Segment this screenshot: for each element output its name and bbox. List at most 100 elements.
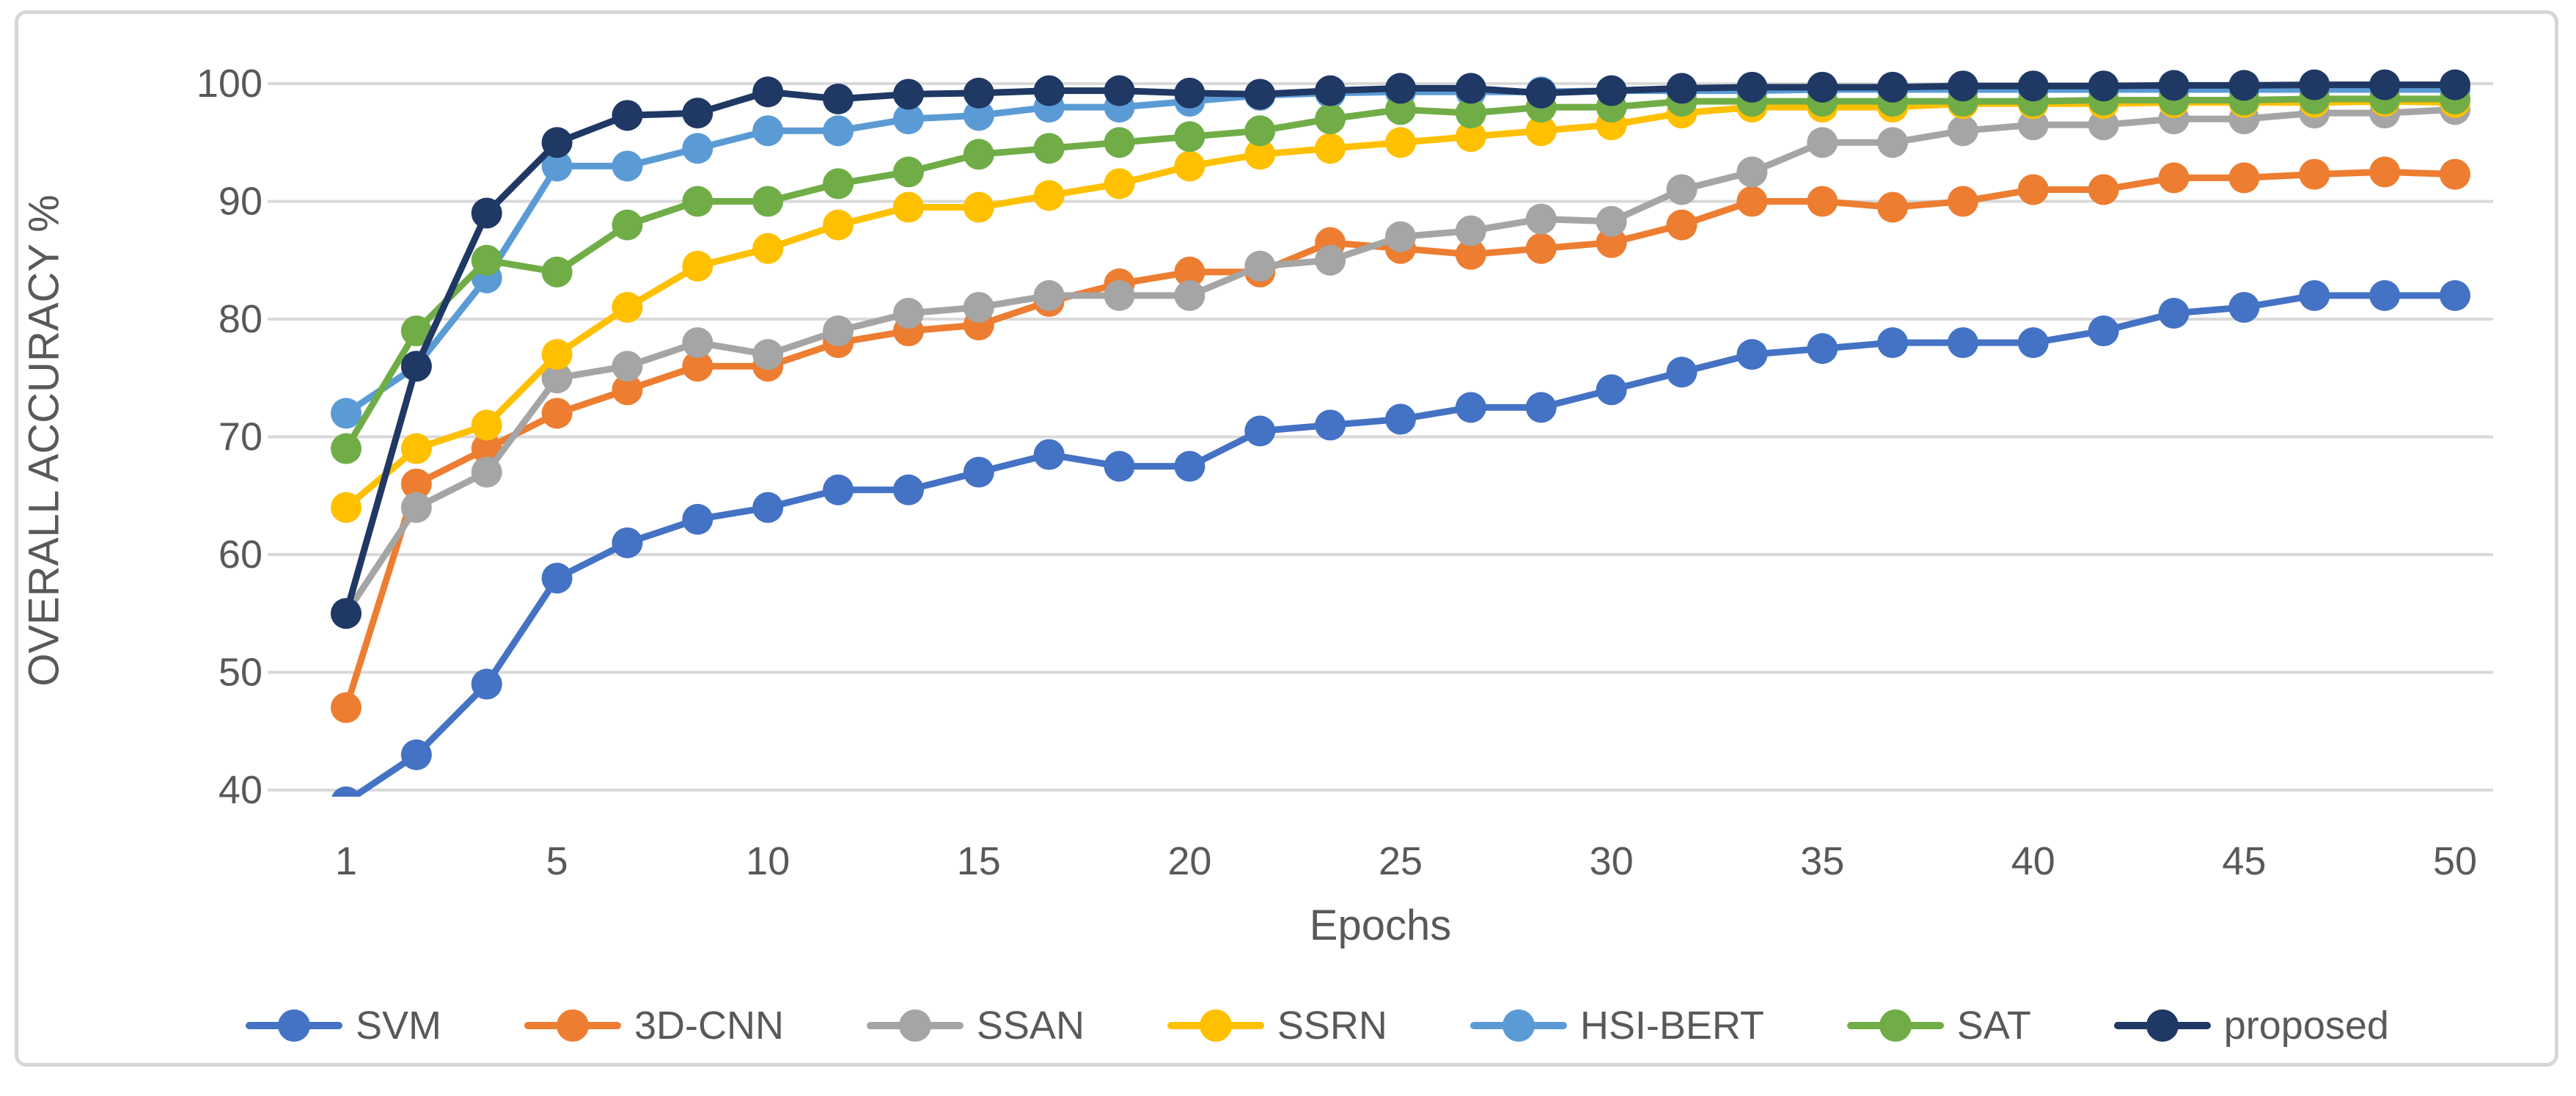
data-point-svm-4 — [612, 527, 643, 558]
data-point-proposed-28 — [2299, 69, 2330, 101]
data-point-ssan-18 — [1596, 205, 1627, 237]
data-point-proposed-15 — [1385, 73, 1416, 104]
data-point-3d-cnn-4 — [612, 374, 643, 406]
data-point-3d-cnn-28 — [2299, 158, 2330, 190]
data-point-proposed-27 — [2228, 70, 2260, 101]
data-point-sat-10 — [1033, 133, 1065, 164]
data-point-sat-0 — [331, 433, 362, 464]
data-point-sat-9 — [963, 139, 994, 170]
data-point-ssrn-9 — [963, 191, 994, 223]
series-line-svm — [348, 292, 2459, 797]
legend-item-ssan: SSAN — [866, 1003, 1085, 1048]
data-point-proposed-5 — [682, 98, 713, 129]
legend-label: SVM — [356, 1004, 442, 1048]
y-tick-label-90: 90 — [219, 180, 263, 224]
data-point-svm-0 — [331, 786, 361, 797]
data-point-proposed-9 — [963, 77, 994, 109]
data-point-svm-12 — [1174, 450, 1206, 482]
x-tick-label-35: 35 — [1800, 839, 1844, 883]
data-point-ssrn-3 — [541, 339, 573, 370]
data-point-svm-10 — [1033, 439, 1065, 470]
legend-marker-icon — [246, 1009, 342, 1042]
data-point-svm-6 — [752, 492, 784, 523]
y-tick-label-100: 100 — [197, 62, 263, 106]
data-point-sat-3 — [541, 256, 573, 288]
data-point-3d-cnn-18 — [1596, 227, 1627, 258]
data-point-proposed-23 — [1947, 70, 1978, 102]
legend-label: SAT — [1956, 1004, 2031, 1048]
x-tick-label-50: 50 — [2433, 839, 2477, 883]
data-point-ssan-8 — [892, 297, 924, 329]
data-point-sat-5 — [682, 186, 713, 217]
x-tick-label-20: 20 — [1167, 839, 1211, 883]
data-point-svm-11 — [1104, 450, 1135, 482]
legend-item-svm: SVM — [246, 1003, 441, 1048]
data-point-ssrn-17 — [1525, 115, 1557, 147]
data-point-ssan-13 — [1244, 250, 1276, 282]
data-point-sat-14 — [1315, 103, 1346, 135]
data-point-ssan-2 — [471, 456, 502, 488]
data-point-3d-cnn-26 — [2158, 162, 2190, 194]
data-point-ssrn-1 — [400, 433, 432, 464]
data-point-3d-cnn-23 — [1947, 186, 1978, 217]
data-point-ssan-19 — [1666, 174, 1698, 205]
data-point-ssan-1 — [400, 492, 432, 523]
data-point-ssrn-16 — [1455, 121, 1486, 153]
data-point-3d-cnn-0 — [331, 692, 362, 723]
legend-item-hsi-bert: HSI-BERT — [1469, 1003, 1764, 1048]
data-point-ssan-4 — [612, 351, 643, 382]
data-point-ssan-9 — [963, 291, 994, 323]
legend-marker-icon — [866, 1009, 964, 1042]
data-point-ssrn-11 — [1104, 168, 1135, 200]
data-point-proposed-29 — [2369, 69, 2401, 101]
data-point-proposed-11 — [1104, 75, 1135, 106]
y-axis-title: OVERALL ACCURACY % — [20, 194, 68, 687]
data-point-svm-28 — [2299, 280, 2330, 311]
data-point-sat-2 — [471, 244, 502, 276]
data-point-svm-17 — [1525, 392, 1557, 423]
data-point-proposed-26 — [2158, 70, 2190, 101]
legend-marker-icon — [1469, 1009, 1567, 1042]
legend-item-ssrn: SSRN — [1167, 1003, 1387, 1048]
x-axis-title: Epochs — [1309, 902, 1452, 949]
data-point-ssrn-15 — [1385, 127, 1416, 158]
data-point-sat-16 — [1455, 98, 1486, 129]
data-point-svm-20 — [1736, 339, 1768, 370]
data-point-svm-24 — [2017, 327, 2049, 359]
legend-marker-icon — [524, 1009, 621, 1042]
legend-item-sat: SAT — [1846, 1003, 2031, 1048]
data-point-proposed-8 — [892, 78, 924, 110]
data-point-3d-cnn-12 — [1174, 256, 1206, 288]
x-tick-label-15: 15 — [957, 839, 1001, 883]
data-point-3d-cnn-22 — [1877, 191, 1909, 223]
legend-item-3d-cnn: 3D-CNN — [524, 1003, 784, 1048]
data-point-hsi-bert-4 — [612, 150, 643, 182]
y-tick-label-70: 70 — [219, 415, 263, 459]
data-point-sat-8 — [892, 156, 924, 188]
data-point-proposed-17 — [1525, 77, 1557, 109]
data-point-svm-7 — [823, 474, 854, 505]
data-point-3d-cnn-19 — [1666, 209, 1698, 241]
data-point-ssan-21 — [1807, 127, 1838, 158]
data-point-svm-16 — [1455, 392, 1486, 423]
data-point-svm-3 — [541, 563, 573, 594]
data-point-proposed-10 — [1033, 75, 1065, 106]
data-point-3d-cnn-16 — [1455, 238, 1486, 270]
data-point-ssan-17 — [1525, 203, 1557, 235]
data-point-sat-4 — [612, 209, 643, 241]
legend-label: SSRN — [1277, 1004, 1387, 1048]
data-point-proposed-1 — [400, 351, 432, 382]
data-point-ssrn-6 — [752, 233, 784, 264]
data-point-proposed-19 — [1666, 73, 1698, 104]
data-point-sat-11 — [1104, 127, 1135, 158]
data-point-3d-cnn-1 — [400, 468, 432, 500]
data-point-hsi-bert-6 — [752, 115, 784, 147]
legend-marker-icon — [1846, 1009, 1944, 1042]
data-point-proposed-7 — [823, 83, 854, 114]
data-point-ssrn-7 — [823, 209, 854, 241]
data-point-proposed-22 — [1877, 71, 1909, 103]
data-point-hsi-bert-8 — [892, 103, 924, 135]
data-point-ssrn-12 — [1174, 150, 1206, 182]
data-point-svm-27 — [2228, 291, 2260, 323]
